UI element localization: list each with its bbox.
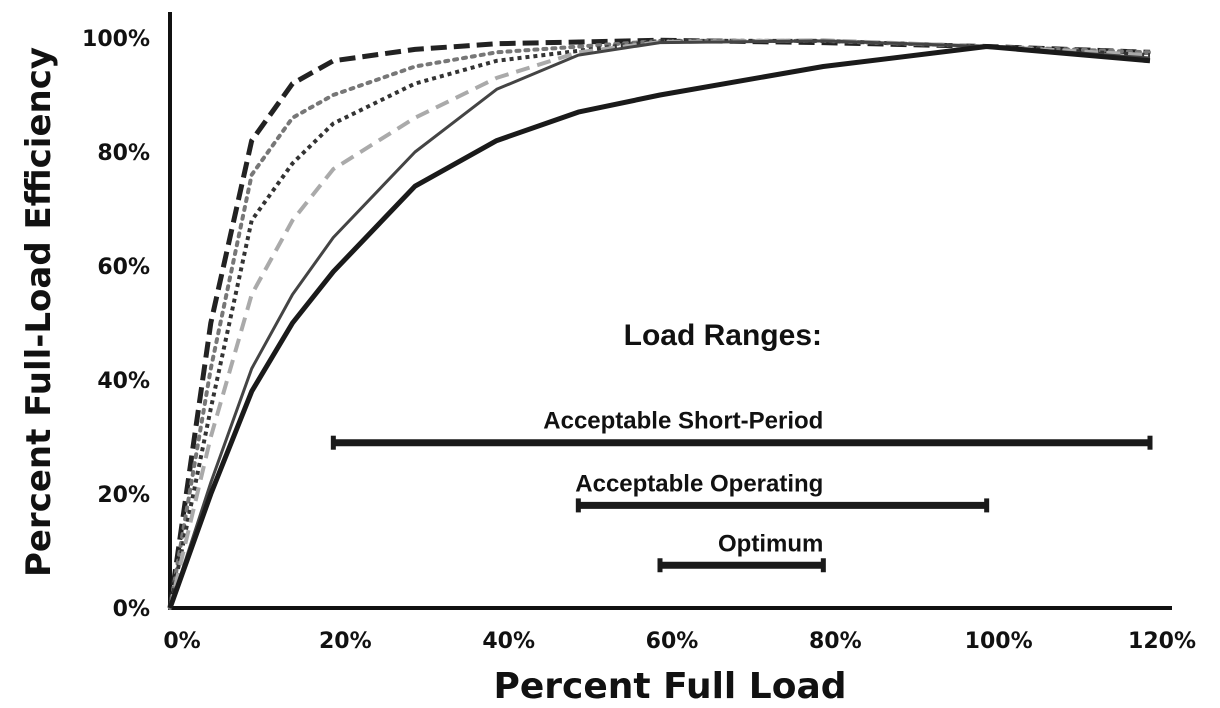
y-tick-label: 60% [97,255,150,280]
y-axis-title: Percent Full-Load Efficiency [19,47,59,577]
x-tick-label: 40% [482,629,535,654]
y-tick-labels: 0% 20% 40% 60% 80% 100% [82,27,150,622]
x-tick-label: 120% [1128,629,1196,654]
x-axis-label: Percent Full Load [493,666,846,707]
efficiency-curve [168,39,1151,609]
y-tick-label: 0% [113,597,150,622]
load-range-label: Acceptable Short-Period [543,408,823,435]
load-ranges: Acceptable Short-Period Acceptable Operat… [330,408,1153,573]
load-range-label: Optimum [718,530,823,557]
y-axis-label: Percent Full-Load Efficiency [19,47,59,577]
x-tick-label: 100% [965,629,1033,654]
y-tick-label: 80% [97,141,150,166]
x-tick-label: 0% [163,629,200,654]
y-tick-label: 20% [97,483,150,508]
x-tick-label: 20% [319,629,372,654]
x-tick-labels: 0% 20% 40% 60% 80% 100% 120% [163,629,1196,654]
load-ranges-title: Load Ranges: [624,319,822,352]
y-tick-label: 100% [82,27,150,52]
y-tick-label: 40% [97,369,150,394]
efficiency-curve [167,44,1151,609]
x-tick-label: 60% [646,629,699,654]
efficiency-curves [167,37,1152,610]
x-tick-label: 80% [809,629,862,654]
load-range-label: Acceptable Operating [575,470,823,497]
